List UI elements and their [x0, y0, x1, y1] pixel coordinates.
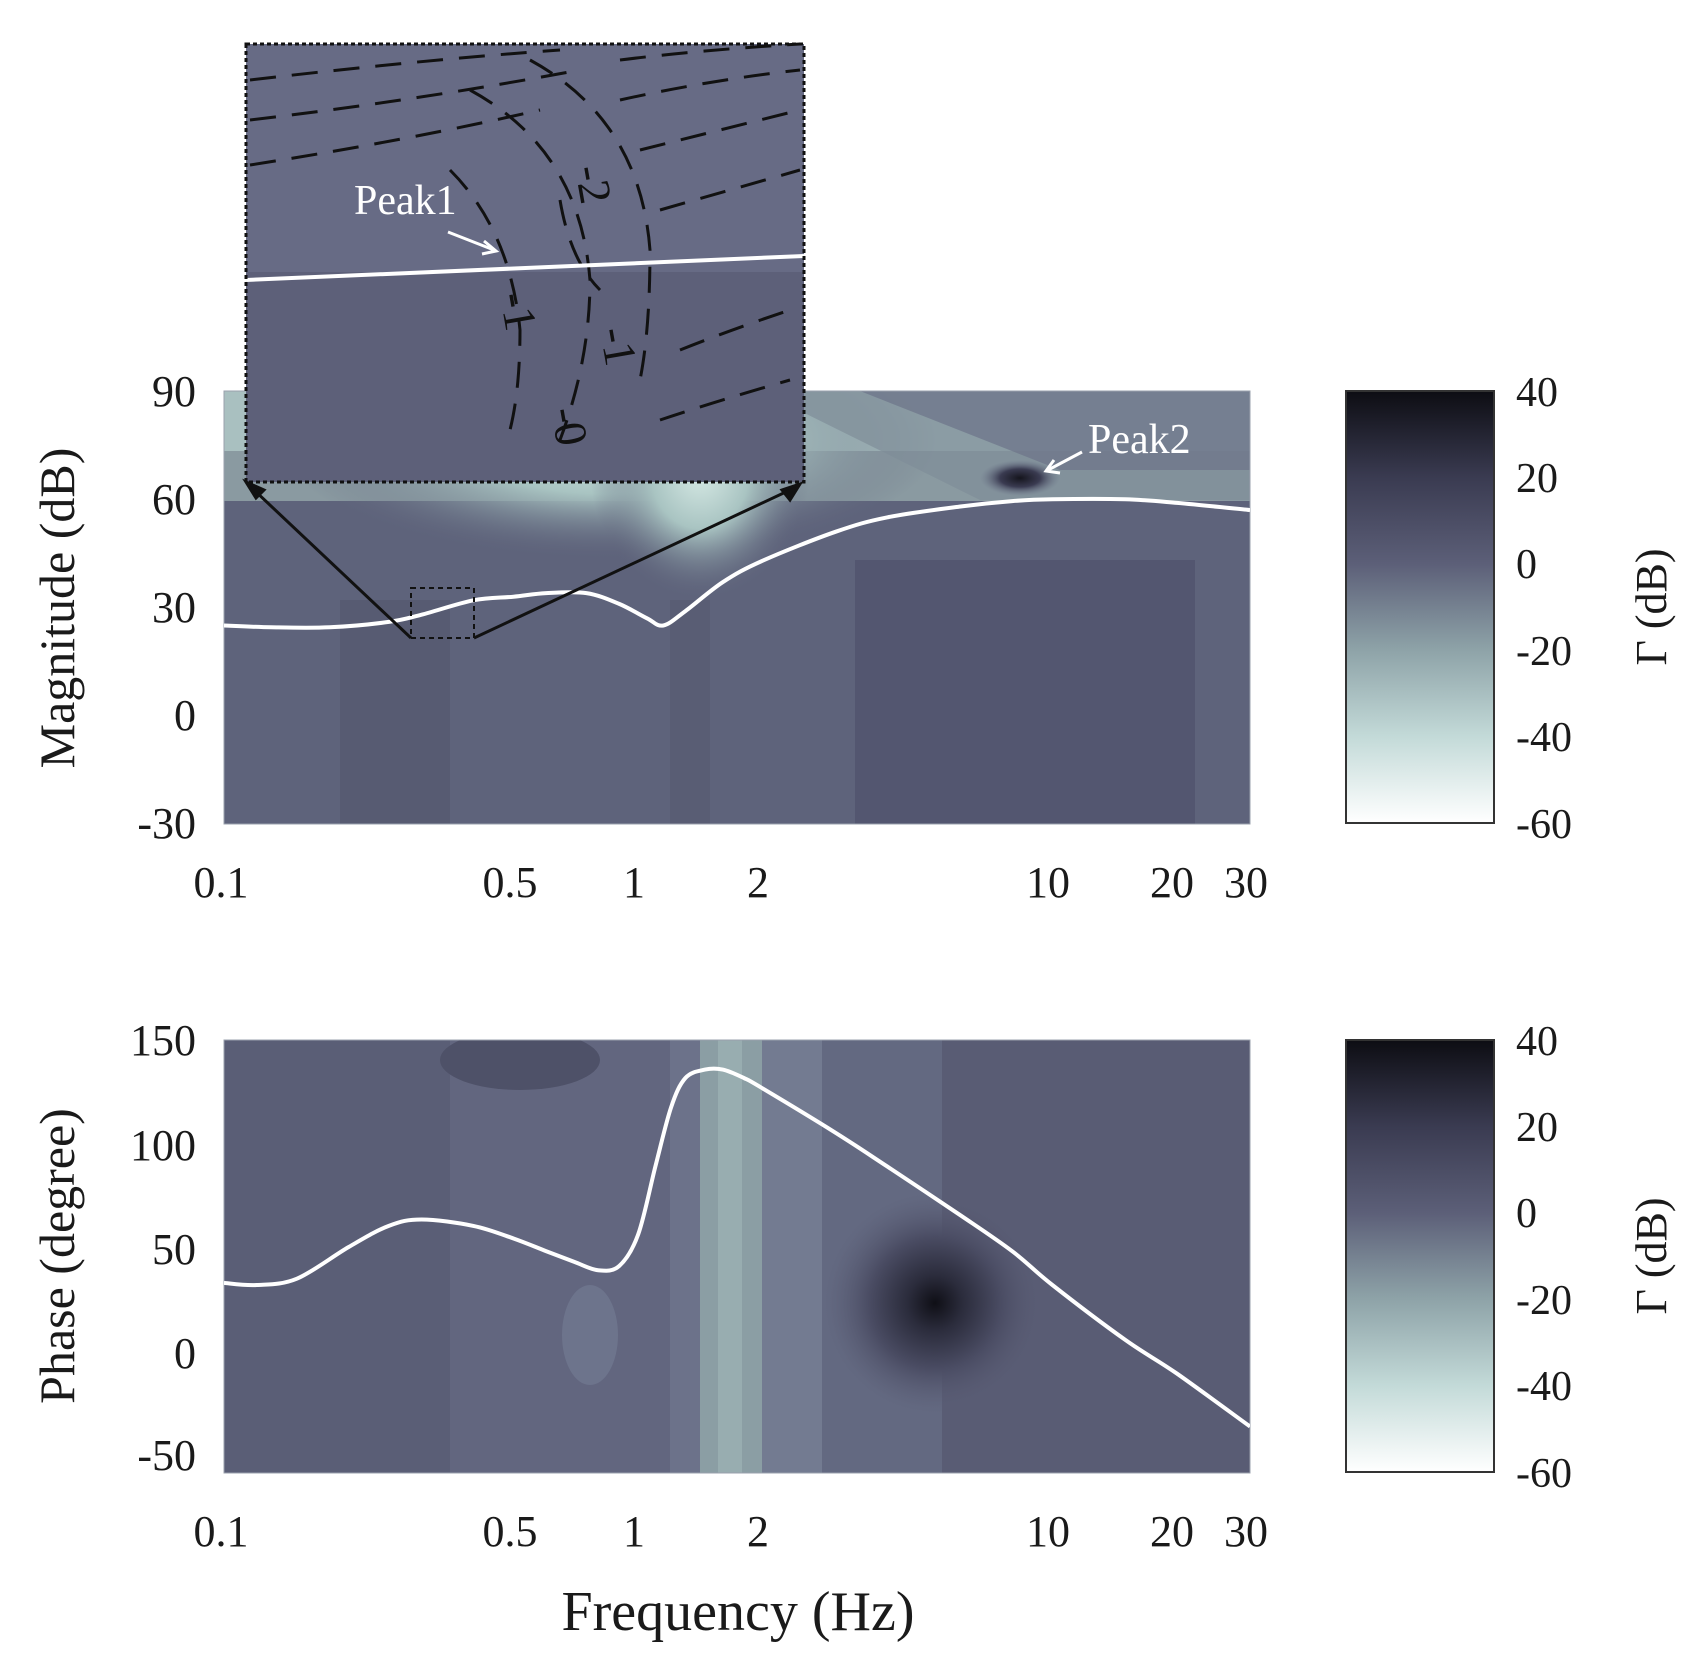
mag-ytick-30: 30	[152, 583, 196, 632]
phase-xtick-2: 2	[747, 1507, 769, 1556]
phase-xtick-0.1: 0.1	[194, 1507, 249, 1556]
magnitude-colorbar: 40 20 0 -20 -40 -60 Γ (dB)	[1345, 370, 1676, 848]
phase-heatmap	[224, 1040, 1250, 1473]
phase-ytick-100: 100	[130, 1121, 196, 1170]
phase-y-ticks: 150 100 50 0 -50	[130, 1016, 196, 1480]
x-axis-label: Frequency (Hz)	[562, 1581, 915, 1643]
mag-ytick-0: 0	[174, 691, 196, 740]
inset-curve	[245, 254, 805, 282]
phase-cb-tick--60: -60	[1516, 1451, 1572, 1497]
mag-cb-tick-0: 0	[1516, 542, 1537, 588]
mag-cb-tick-20: 20	[1516, 456, 1558, 502]
phase-ytick-150: 150	[130, 1016, 196, 1065]
magnitude-x-ticks: 0.1 0.5 1 2 10 20 30	[194, 858, 1269, 907]
peak1-label: Peak1	[354, 178, 457, 224]
inset-contour-labels: -2 -1 -1 -0	[490, 161, 647, 450]
svg-text:-0: -0	[541, 403, 598, 450]
phase-panel: 150 100 50 0 -50 0.1 0.5 1 2 10 20 30 Ph…	[29, 1016, 1268, 1643]
mag-ytick--30: -30	[137, 799, 196, 848]
mag-colorbar-label: Γ (dB)	[1627, 548, 1676, 665]
zoom-inset: -2 -1 -1 -0 Peak1	[242, 42, 806, 640]
phase-cb-tick-40: 40	[1516, 1019, 1558, 1065]
phase-xtick-0.5: 0.5	[483, 1507, 538, 1556]
phase-curve	[224, 1066, 1250, 1429]
mag-ytick-90: 90	[152, 367, 196, 416]
magnitude-y-ticks: 90 60 30 0 -30	[137, 367, 196, 848]
svg-text:-1: -1	[490, 288, 547, 335]
phase-xtick-30: 30	[1224, 1507, 1268, 1556]
phase-cb-tick-20: 20	[1516, 1105, 1558, 1151]
phase-colorbar-label: Γ (dB)	[1627, 1197, 1676, 1314]
mag-xtick-0.5: 0.5	[483, 858, 538, 907]
zoom-box	[410, 587, 475, 639]
mag-xtick-2: 2	[747, 858, 769, 907]
phase-y-label: Phase (degree)	[29, 1108, 85, 1404]
mag-ytick-60: 60	[152, 475, 196, 524]
magnitude-curve	[224, 496, 1250, 630]
phase-colorbar: 40 20 0 -20 -40 -60 Γ (dB)	[1345, 1019, 1676, 1497]
mag-xtick-30: 30	[1224, 858, 1268, 907]
mag-cb-tick--60: -60	[1516, 802, 1572, 848]
svg-text:-2: -2	[565, 161, 622, 208]
mag-cb-tick-40: 40	[1516, 370, 1558, 416]
phase-xtick-1: 1	[623, 1507, 645, 1556]
svg-text:-1: -1	[590, 323, 647, 370]
peak2-arrow	[1043, 450, 1083, 475]
mag-cb-tick--20: -20	[1516, 629, 1572, 675]
phase-ytick-0: 0	[174, 1329, 196, 1378]
magnitude-y-label: Magnitude (dB)	[29, 448, 85, 769]
inset-contours	[249, 42, 801, 441]
phase-cb-tick--20: -20	[1516, 1278, 1572, 1324]
phase-cb-tick-0: 0	[1516, 1191, 1537, 1237]
phase-xtick-10: 10	[1026, 1507, 1070, 1556]
mag-xtick-20: 20	[1150, 858, 1194, 907]
mag-cb-tick--40: -40	[1516, 715, 1572, 761]
phase-x-ticks: 0.1 0.5 1 2 10 20 30	[194, 1507, 1269, 1556]
phase-xtick-20: 20	[1150, 1507, 1194, 1556]
mag-xtick-10: 10	[1026, 858, 1070, 907]
mag-xtick-0.1: 0.1	[194, 858, 249, 907]
phase-ytick-50: 50	[152, 1225, 196, 1274]
mag-xtick-1: 1	[623, 858, 645, 907]
peak2-label: Peak2	[1088, 417, 1191, 463]
peak1-arrow	[447, 230, 500, 256]
zoom-connector-arrows	[242, 478, 804, 640]
phase-cb-tick--40: -40	[1516, 1364, 1572, 1410]
phase-ytick--50: -50	[137, 1431, 196, 1480]
